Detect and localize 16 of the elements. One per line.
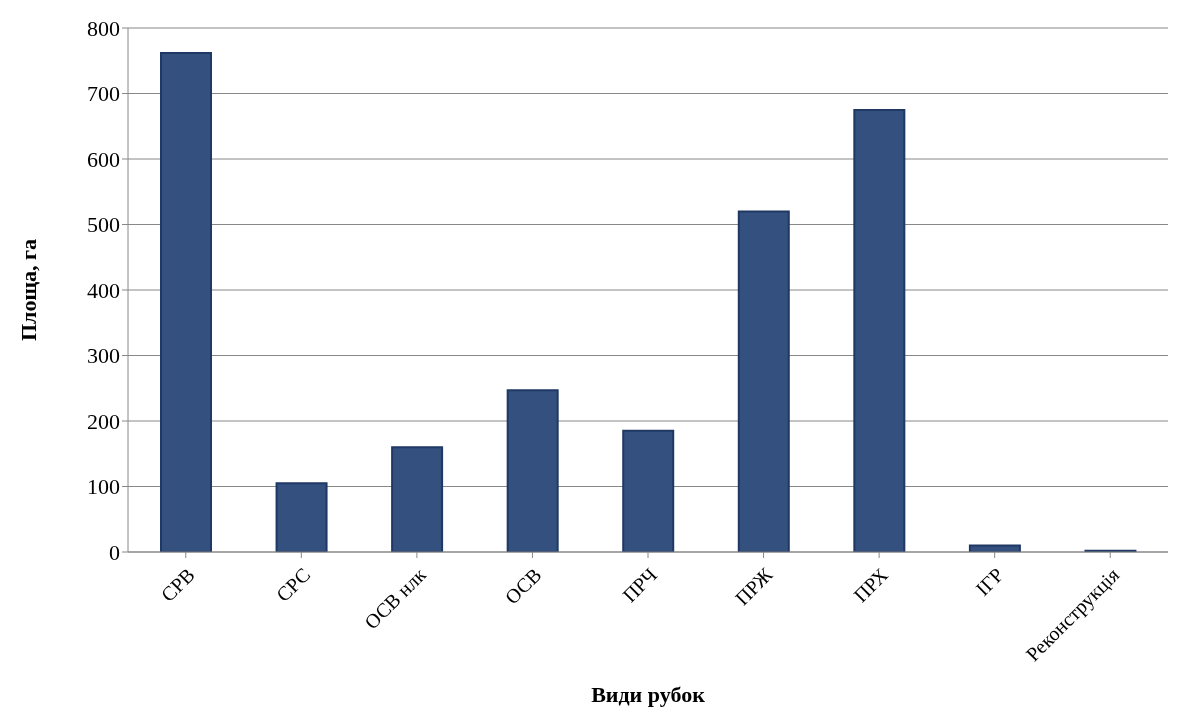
x-tick-label: СРС [271,563,315,606]
x-axis-title: Види рубок [591,682,706,707]
y-tick-label: 200 [87,408,120,434]
y-tick-label: 500 [87,212,120,238]
x-tick-label: ІГР [971,563,1008,600]
y-tick-label: 600 [87,146,120,172]
y-tick-label: 700 [87,81,120,107]
y-axis-title: Площа, га [15,238,41,342]
x-tick-label: СРВ [156,563,199,606]
x-tick-label: ОСВ нлк [360,563,431,634]
y-tick-label: 0 [109,539,120,565]
y-tick-label: 800 [87,15,120,41]
y-tick-label: 400 [87,277,120,303]
y-tick-label: 100 [87,474,120,500]
y-tick-label: 300 [87,343,120,369]
x-tick-label: ОСВ [500,563,546,609]
